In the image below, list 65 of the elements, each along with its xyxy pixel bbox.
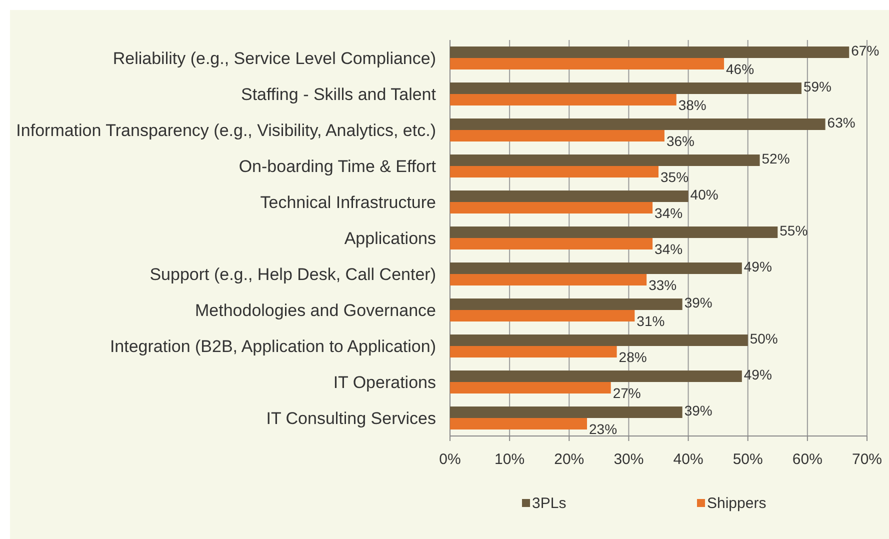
y-tick-label: IT Consulting Services [266, 409, 436, 428]
bar [450, 238, 653, 250]
y-tick-label: Reliability (e.g., Service Level Compliance) [112, 49, 436, 68]
bar [450, 346, 617, 358]
bar [450, 382, 611, 394]
data-label: 36% [666, 132, 694, 149]
data-label: 28% [618, 348, 647, 365]
data-label: 34% [654, 240, 683, 257]
x-tick-label: 0% [439, 451, 461, 468]
x-tick-label: 40% [673, 451, 704, 468]
bar [450, 226, 778, 238]
data-label: 46% [726, 60, 754, 77]
data-label: 49% [744, 366, 772, 382]
x-tick-label: 20% [554, 451, 584, 468]
bar [450, 118, 826, 130]
data-label: 35% [660, 168, 689, 185]
data-label: 23% [589, 420, 618, 437]
bar [450, 166, 658, 178]
bar [450, 154, 760, 166]
y-tick-label: Applications [344, 229, 436, 248]
x-tick-label: 10% [494, 451, 525, 468]
y-tick-label: Methodologies and Governance [195, 301, 436, 320]
data-label: 59% [803, 78, 832, 94]
data-label: 63% [827, 114, 856, 130]
bar [450, 310, 635, 322]
data-label: 52% [762, 150, 790, 166]
data-label: 39% [684, 402, 712, 418]
data-label: 49% [744, 258, 772, 274]
data-label: 40% [690, 186, 718, 202]
y-tick-label: Support (e.g., Help Desk, Call Center) [150, 265, 436, 284]
x-tick-label: 60% [792, 451, 822, 468]
bar [450, 274, 647, 286]
data-label: 34% [654, 204, 683, 221]
bar [450, 202, 653, 214]
legend-label: 3PLs [532, 495, 566, 512]
bar [450, 130, 664, 142]
data-label: 50% [750, 330, 778, 346]
y-tick-label: IT Operations [333, 373, 436, 392]
bar [450, 418, 588, 430]
bar [450, 58, 724, 70]
data-label: 39% [684, 294, 712, 310]
bar [450, 46, 850, 58]
bar [450, 406, 682, 418]
data-label: 31% [636, 312, 665, 329]
x-tick-label: 30% [614, 451, 644, 468]
bar [450, 334, 748, 346]
data-label: 55% [780, 222, 808, 238]
y-tick-label: Information Transparency (e.g., Visibility, Analytics, etc.) [16, 121, 436, 140]
data-label: 38% [678, 96, 706, 113]
bar [450, 298, 682, 310]
bar [450, 370, 742, 382]
data-label: 67% [851, 42, 880, 58]
y-tick-label: Staffing - Skills and Talent [241, 85, 436, 104]
x-tick-label: 50% [732, 451, 763, 468]
bar [450, 82, 802, 94]
x-tick-label: 70% [852, 451, 882, 468]
bar [450, 94, 676, 106]
y-tick-label: Integration (B2B, Application to Application) [110, 337, 436, 356]
legend-label: Shippers [707, 495, 766, 512]
y-tick-label: On-boarding Time & Effort [238, 157, 436, 176]
bar [450, 190, 688, 202]
data-label: 33% [648, 276, 677, 293]
bar [450, 262, 742, 274]
data-label: 27% [612, 384, 641, 401]
y-tick-label: Technical Infrastructure [260, 193, 436, 212]
